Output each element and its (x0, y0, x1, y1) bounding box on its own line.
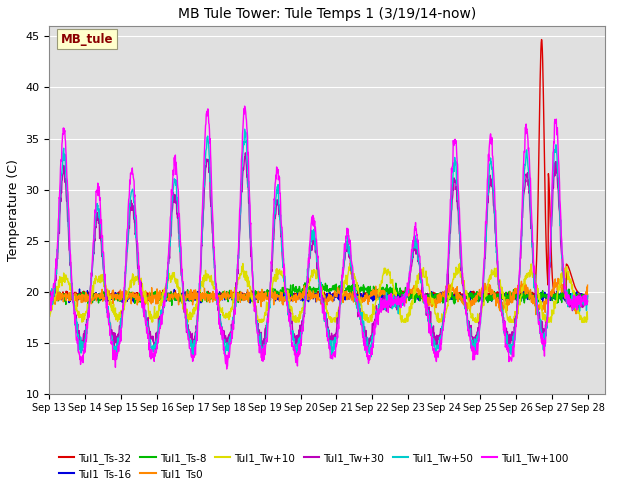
Tul1_Ts-8 (584, 296, 591, 301)
Tul1_Ts-8 (285, 288, 293, 294)
Tul1_Ts-32 (294, 292, 302, 298)
Tul1_Ts-16 (295, 294, 303, 300)
Tul1_Tw+100 (45, 300, 53, 306)
Tul1_Ts-8 (301, 280, 309, 286)
Tul1_Tw+30 (285, 306, 293, 312)
Line: Tul1_Tw+50: Tul1_Tw+50 (49, 129, 588, 358)
Line: Tul1_Tw+10: Tul1_Tw+10 (49, 264, 588, 322)
Tul1_Ts-8 (109, 293, 116, 299)
Tul1_Ts0 (532, 312, 540, 317)
Tul1_Tw+100 (353, 299, 360, 304)
Legend: Tul1_Ts-32, Tul1_Ts-16, Tul1_Ts-8, Tul1_Ts0, Tul1_Tw+10, Tul1_Tw+30, Tul1_Tw+50,: Tul1_Ts-32, Tul1_Ts-16, Tul1_Ts-8, Tul1_… (54, 448, 573, 480)
Tul1_Tw+100 (87, 278, 95, 284)
Tul1_Tw+50 (45, 300, 53, 305)
Tul1_Tw+10 (109, 308, 117, 314)
Tul1_Tw+100 (275, 177, 282, 183)
Tul1_Tw+100 (285, 311, 293, 317)
Tul1_Ts0 (109, 301, 116, 307)
Tul1_Ts-8 (295, 289, 303, 295)
Tul1_Tw+30 (45, 296, 53, 302)
Tul1_Tw+100 (109, 357, 116, 362)
Tul1_Ts-32 (274, 293, 282, 299)
Tul1_Ts-32 (45, 289, 53, 295)
Text: MB_tule: MB_tule (60, 33, 113, 46)
Tul1_Tw+100 (296, 341, 303, 347)
Tul1_Ts-32 (87, 292, 95, 298)
Tul1_Tw+10 (285, 297, 293, 302)
Tul1_Tw+30 (241, 150, 249, 156)
Tul1_Ts-8 (353, 288, 360, 293)
Tul1_Tw+50 (274, 182, 282, 188)
Line: Tul1_Tw+100: Tul1_Tw+100 (49, 106, 588, 369)
Tul1_Tw+30 (224, 347, 232, 353)
Title: MB Tule Tower: Tule Temps 1 (3/19/14-now): MB Tule Tower: Tule Temps 1 (3/19/14-now… (179, 7, 477, 21)
Tul1_Ts0 (274, 294, 282, 300)
Tul1_Tw+50 (241, 126, 248, 132)
Tul1_Ts-32 (109, 291, 116, 297)
Tul1_Tw+100 (584, 299, 591, 304)
Tul1_Tw+100 (223, 366, 230, 372)
Tul1_Ts-8 (274, 290, 282, 296)
Tul1_Tw+30 (109, 330, 116, 336)
Tul1_Ts-16 (45, 293, 53, 299)
Tul1_Ts-16 (274, 292, 282, 298)
Tul1_Tw+50 (87, 276, 95, 281)
Tul1_Ts-16 (88, 292, 95, 298)
Tul1_Tw+50 (353, 300, 360, 306)
Tul1_Tw+10 (353, 280, 360, 286)
Tul1_Tw+50 (285, 316, 293, 322)
Tul1_Tw+10 (295, 319, 303, 325)
Tul1_Tw+30 (353, 295, 360, 301)
Tul1_Ts0 (45, 290, 53, 296)
Tul1_Ts-32 (584, 292, 591, 298)
Tul1_Tw+30 (275, 203, 282, 209)
Tul1_Ts0 (584, 282, 591, 288)
Tul1_Ts0 (554, 276, 562, 281)
Tul1_Tw+100 (241, 103, 248, 109)
Tul1_Ts0 (294, 293, 302, 299)
Tul1_Tw+10 (274, 268, 282, 274)
Tul1_Ts-16 (285, 295, 293, 300)
Tul1_Ts0 (285, 290, 292, 296)
Tul1_Ts-32 (285, 291, 292, 297)
Tul1_Ts-8 (45, 289, 53, 295)
Tul1_Ts-32 (352, 292, 360, 298)
Tul1_Tw+10 (346, 261, 354, 266)
Tul1_Tw+30 (296, 327, 303, 333)
Tul1_Tw+50 (109, 339, 116, 345)
Line: Tul1_Ts-32: Tul1_Ts-32 (49, 39, 588, 300)
Tul1_Tw+10 (78, 319, 86, 325)
Tul1_Ts-32 (538, 36, 545, 42)
Tul1_Tw+30 (87, 280, 95, 286)
Tul1_Ts-16 (76, 286, 83, 292)
Line: Tul1_Tw+30: Tul1_Tw+30 (49, 153, 588, 350)
Tul1_Ts-16 (109, 294, 117, 300)
Tul1_Ts-8 (168, 302, 175, 308)
Tul1_Ts0 (352, 294, 360, 300)
Y-axis label: Temperature (C): Temperature (C) (7, 159, 20, 261)
Tul1_Ts-16 (466, 300, 474, 306)
Tul1_Tw+10 (88, 294, 95, 300)
Tul1_Tw+50 (295, 339, 303, 345)
Tul1_Ts-32 (442, 297, 449, 302)
Tul1_Tw+50 (584, 293, 591, 299)
Tul1_Tw+50 (328, 355, 335, 361)
Tul1_Tw+30 (584, 298, 591, 304)
Tul1_Ts-16 (352, 291, 360, 297)
Line: Tul1_Ts-16: Tul1_Ts-16 (49, 289, 588, 303)
Tul1_Tw+10 (45, 314, 53, 320)
Tul1_Ts-8 (87, 297, 95, 303)
Tul1_Ts-16 (584, 293, 591, 299)
Line: Tul1_Ts-8: Tul1_Ts-8 (49, 283, 588, 305)
Tul1_Ts0 (87, 291, 95, 297)
Tul1_Tw+10 (584, 316, 591, 322)
Line: Tul1_Ts0: Tul1_Ts0 (49, 278, 588, 314)
